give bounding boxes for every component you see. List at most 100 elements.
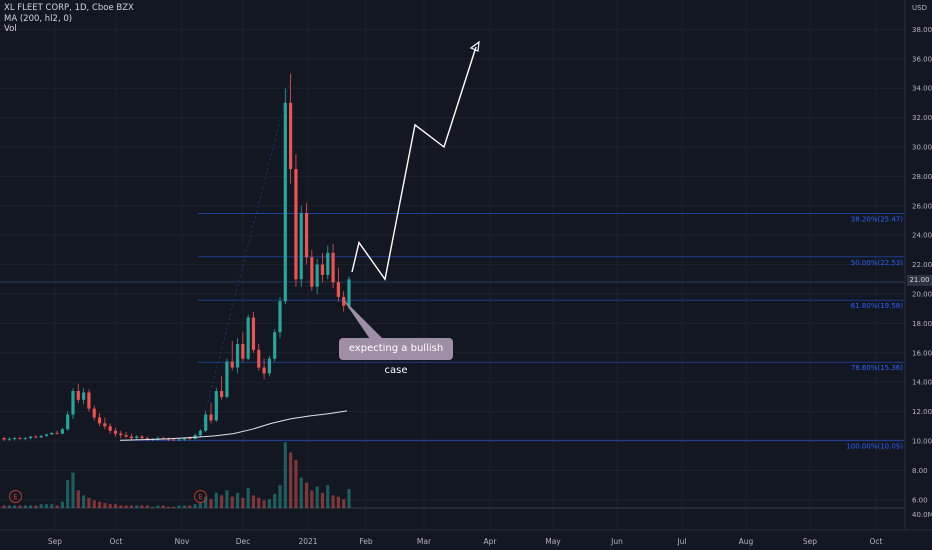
candle-body	[331, 252, 335, 283]
volume-bar	[55, 505, 59, 508]
candle-body	[60, 429, 64, 434]
volume-bar	[326, 485, 330, 508]
time-tick-label: Nov	[175, 537, 190, 546]
volume-bar	[161, 505, 165, 508]
candle-body	[289, 102, 293, 170]
price-tick-label: 38.00	[912, 26, 932, 34]
earnings-marker[interactable]: E	[9, 490, 22, 503]
volume-bar	[331, 495, 335, 508]
candle-body	[283, 102, 287, 302]
volume-bar	[182, 505, 187, 508]
volume-bar	[28, 505, 33, 508]
time-tick-label: Mar	[417, 537, 432, 546]
volume-bar	[172, 506, 176, 508]
candle-body	[299, 213, 303, 280]
candle-body	[166, 438, 171, 440]
volume-bar	[336, 496, 340, 508]
volume-bar	[235, 492, 240, 508]
legend-volume[interactable]: Vol	[4, 24, 17, 34]
candle-body	[34, 436, 38, 438]
candle-body	[209, 414, 213, 421]
candle-body	[273, 332, 277, 359]
moving-average-line	[119, 410, 348, 441]
volume-bar	[220, 495, 224, 508]
volume-bar	[310, 490, 314, 508]
price-tick-label: 6.00	[912, 496, 928, 504]
volume-bar	[7, 505, 11, 508]
volume-bar	[124, 505, 128, 508]
volume-bar	[278, 485, 282, 508]
volume-bar	[257, 497, 261, 508]
candle-body	[304, 213, 309, 258]
volume-bar	[273, 494, 277, 508]
fib-level-label: 61.80%(19.58)	[851, 302, 903, 310]
candle-body	[23, 438, 27, 440]
volume-tick-label: 40.0M	[912, 511, 932, 519]
candle-body	[50, 432, 54, 435]
volume-bar	[2, 505, 6, 508]
volume-bar	[129, 505, 133, 508]
volume-bar	[294, 459, 298, 508]
candle-body	[119, 433, 123, 436]
time-tick-label: Oct	[870, 537, 883, 546]
fib-level-label: 50.00%(22.53)	[851, 259, 903, 267]
fib-level-label: 38.20%(25.47)	[851, 216, 903, 224]
volume-bar	[342, 499, 346, 508]
candle-body	[278, 301, 282, 333]
price-tick-label: 34.00	[912, 85, 932, 93]
volume-bar	[97, 501, 102, 508]
price-tick-label: 24.00	[912, 232, 932, 240]
candle-body	[172, 439, 176, 441]
candle-body	[315, 264, 319, 287]
price-tick-label: 30.00	[912, 144, 932, 152]
candle-body	[71, 391, 75, 415]
candle-body	[251, 317, 256, 350]
candle-body	[294, 169, 298, 280]
candle-body	[310, 257, 314, 287]
candle-body	[82, 392, 86, 400]
volume-bar	[251, 495, 256, 508]
candle-body	[225, 361, 229, 397]
earnings-marker[interactable]: E	[194, 490, 207, 503]
time-axis: Sep Oct Nov Dec 2021 Feb Mar Apr May Jun Jul Aug Sep…	[48, 537, 883, 546]
currency-label: USD	[912, 4, 927, 12]
projection-arrowhead	[469, 40, 480, 52]
candle-body	[257, 349, 261, 368]
volume-bar	[103, 502, 107, 508]
time-tick-label: 2021	[298, 537, 317, 546]
candle-body	[235, 343, 240, 368]
volume-bar	[140, 505, 144, 508]
candle-body	[182, 438, 187, 440]
time-tick-label: Feb	[359, 537, 373, 546]
candle-body	[124, 435, 128, 437]
projection-arrow	[342, 40, 480, 342]
price-tick-label: 26.00	[912, 202, 932, 210]
volume-bar	[299, 477, 303, 508]
legend-ma[interactable]: MA (200, hl2, 0)	[4, 13, 73, 24]
volume-bar	[18, 505, 22, 508]
candle-body	[342, 296, 346, 306]
legend-symbol[interactable]: XL FLEET CORP, 1D, Cboe BZX	[4, 3, 134, 13]
price-tick-label: 18.00	[912, 320, 932, 328]
volume-bar	[193, 504, 197, 508]
volume-bar	[225, 490, 229, 508]
price-axis: 38.00 36.00 34.00 32.00 30.00 28.00 26.00 24.00…	[904, 0, 932, 530]
annotation-callout[interactable]: expecting a bullish case	[339, 338, 453, 376]
volume-bar	[177, 505, 181, 508]
price-tick-label: 22.00	[912, 261, 932, 269]
candle-body	[326, 252, 330, 275]
candle-body	[13, 438, 17, 440]
candle-body	[97, 417, 102, 424]
time-tick-label: Sep	[48, 537, 62, 546]
price-tick-label: 10.00	[912, 438, 932, 446]
time-tick-label: May	[545, 537, 561, 546]
candle-body	[336, 282, 340, 297]
volume-bar	[267, 499, 271, 508]
volume-bar	[66, 480, 70, 508]
volume-bar	[50, 504, 54, 508]
fib-trend-line	[197, 73, 293, 442]
volume-bar	[44, 504, 49, 508]
candle-body	[220, 391, 224, 397]
fib-level-label: 78.60%(15.36)	[851, 364, 903, 372]
